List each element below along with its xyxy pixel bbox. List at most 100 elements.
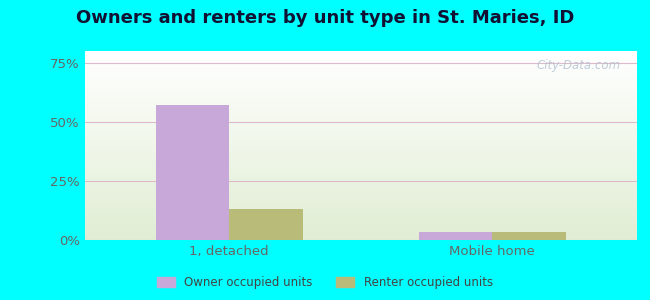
Bar: [84, 144, 637, 146]
Bar: [84, 100, 637, 101]
Bar: [84, 215, 637, 216]
Bar: [84, 190, 637, 191]
Bar: [492, 232, 566, 240]
Bar: [419, 232, 492, 240]
Bar: [84, 172, 637, 174]
Bar: [84, 92, 637, 94]
Bar: [84, 167, 637, 169]
Bar: [84, 117, 637, 119]
Bar: [84, 134, 637, 136]
Bar: [84, 60, 637, 62]
Bar: [84, 216, 637, 218]
Bar: [84, 152, 637, 153]
Bar: [84, 127, 637, 128]
Bar: [84, 67, 637, 68]
Bar: [84, 139, 637, 141]
Bar: [84, 235, 637, 237]
Bar: [84, 223, 637, 224]
Bar: [84, 64, 637, 65]
Bar: [84, 70, 637, 71]
Bar: [84, 150, 637, 152]
Bar: [84, 116, 637, 117]
Bar: [84, 133, 637, 134]
Bar: [84, 174, 637, 176]
Bar: [84, 199, 637, 201]
Bar: [84, 238, 637, 240]
Bar: [84, 141, 637, 142]
Bar: [84, 226, 637, 227]
Bar: [84, 191, 637, 193]
Bar: [84, 124, 637, 125]
Bar: [84, 56, 637, 57]
Bar: [84, 122, 637, 124]
Bar: [84, 230, 637, 232]
Bar: [84, 207, 637, 208]
Bar: [84, 97, 637, 98]
Bar: [84, 221, 637, 223]
Bar: [84, 105, 637, 106]
Legend: Owner occupied units, Renter occupied units: Owner occupied units, Renter occupied un…: [153, 272, 497, 294]
Bar: [155, 105, 229, 240]
Bar: [84, 227, 637, 229]
Bar: [84, 131, 637, 133]
Bar: [84, 183, 637, 185]
Bar: [84, 166, 637, 167]
Bar: [84, 204, 637, 205]
Bar: [84, 108, 637, 109]
Bar: [84, 94, 637, 95]
Bar: [84, 114, 637, 116]
Bar: [84, 232, 637, 234]
Bar: [84, 158, 637, 160]
Bar: [84, 79, 637, 81]
Bar: [84, 213, 637, 215]
Bar: [84, 182, 637, 183]
Bar: [84, 84, 637, 86]
Bar: [84, 201, 637, 202]
Bar: [84, 59, 637, 60]
Bar: [84, 210, 637, 212]
Bar: [84, 164, 637, 166]
Bar: [84, 180, 637, 182]
Bar: [84, 119, 637, 120]
Bar: [84, 146, 637, 147]
Bar: [84, 229, 637, 230]
Bar: [84, 87, 637, 89]
Bar: [84, 101, 637, 103]
Bar: [84, 142, 637, 144]
Bar: [84, 81, 637, 82]
Bar: [84, 128, 637, 130]
Bar: [84, 176, 637, 177]
Bar: [84, 171, 637, 172]
Bar: [84, 73, 637, 75]
Text: Owners and renters by unit type in St. Maries, ID: Owners and renters by unit type in St. M…: [76, 9, 574, 27]
Bar: [84, 157, 637, 158]
Bar: [84, 57, 637, 59]
Bar: [84, 78, 637, 79]
Bar: [84, 95, 637, 97]
Bar: [84, 147, 637, 148]
Bar: [84, 197, 637, 199]
Bar: [84, 186, 637, 188]
Bar: [84, 194, 637, 196]
Bar: [229, 209, 303, 240]
Bar: [84, 153, 637, 155]
Bar: [84, 224, 637, 226]
Bar: [84, 208, 637, 210]
Bar: [84, 103, 637, 104]
Bar: [84, 76, 637, 78]
Bar: [84, 205, 637, 207]
Bar: [84, 65, 637, 67]
Bar: [84, 130, 637, 131]
Bar: [84, 120, 637, 122]
Bar: [84, 82, 637, 84]
Bar: [84, 237, 637, 238]
Bar: [84, 177, 637, 178]
Bar: [84, 112, 637, 114]
Bar: [84, 62, 637, 64]
Bar: [84, 220, 637, 221]
Bar: [84, 148, 637, 150]
Bar: [84, 52, 637, 54]
Bar: [84, 106, 637, 108]
Bar: [84, 85, 637, 87]
Bar: [84, 234, 637, 235]
